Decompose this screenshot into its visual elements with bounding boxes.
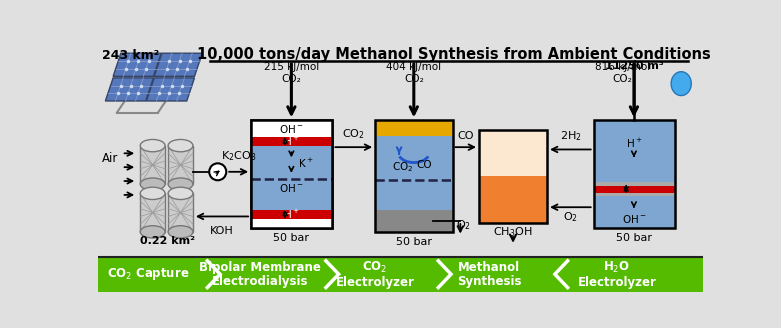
Bar <box>251 146 333 179</box>
Bar <box>168 146 193 184</box>
Text: Bipolar Membrane
Electrodialysis: Bipolar Membrane Electrodialysis <box>199 261 321 288</box>
Text: 11250 m³: 11250 m³ <box>604 61 663 71</box>
Text: K$^+$: K$^+$ <box>298 157 313 170</box>
Text: CO$_2$: CO$_2$ <box>392 160 414 174</box>
Bar <box>375 120 452 232</box>
Text: 50 bar: 50 bar <box>396 237 432 247</box>
Text: 2H$_2$: 2H$_2$ <box>559 130 581 143</box>
Bar <box>479 176 547 223</box>
Polygon shape <box>147 78 194 101</box>
Text: OH$^-$: OH$^-$ <box>279 182 304 194</box>
Bar <box>479 130 547 223</box>
Ellipse shape <box>168 226 193 238</box>
Polygon shape <box>671 72 691 95</box>
Text: KOH: KOH <box>210 226 234 236</box>
Text: 10,000 tons/day Methanol Synthesis from Ambient Conditions: 10,000 tons/day Methanol Synthesis from … <box>198 47 711 62</box>
Text: Air: Air <box>102 152 119 165</box>
Ellipse shape <box>141 187 165 199</box>
Ellipse shape <box>168 178 193 190</box>
Text: H$^+$: H$^+$ <box>283 135 300 148</box>
Bar <box>251 120 333 228</box>
Ellipse shape <box>141 226 165 238</box>
Ellipse shape <box>141 178 165 190</box>
Bar <box>141 194 165 232</box>
Bar <box>251 120 333 137</box>
Text: OH$^-$: OH$^-$ <box>622 213 647 225</box>
Text: 243 km²: 243 km² <box>102 49 159 62</box>
Ellipse shape <box>168 187 193 199</box>
Text: CO: CO <box>417 160 433 170</box>
Text: CH$_3$OH: CH$_3$OH <box>494 225 533 239</box>
Bar <box>594 186 675 193</box>
Text: OH$^-$: OH$^-$ <box>279 123 304 135</box>
Text: CO$_2$ Capture: CO$_2$ Capture <box>107 266 189 282</box>
Text: K$_2$CO$_3$: K$_2$CO$_3$ <box>221 149 256 163</box>
Text: CO: CO <box>458 131 474 141</box>
Text: 215 kJ/mol
CO₂: 215 kJ/mol CO₂ <box>264 62 319 84</box>
Bar <box>168 194 193 232</box>
Bar <box>251 210 333 219</box>
Text: 0.22 km²: 0.22 km² <box>141 236 195 246</box>
Ellipse shape <box>141 139 165 152</box>
Text: CO$_2$: CO$_2$ <box>342 127 365 141</box>
Bar <box>375 135 452 210</box>
Text: H$_2$O
Electrolyzer: H$_2$O Electrolyzer <box>577 260 656 289</box>
Bar <box>251 219 333 228</box>
Text: 816 kJ/mol
CO₂: 816 kJ/mol CO₂ <box>594 62 650 84</box>
Bar <box>251 137 333 146</box>
Text: 404 kJ/mol
CO₂: 404 kJ/mol CO₂ <box>387 62 441 84</box>
Ellipse shape <box>168 139 193 152</box>
Text: Methanol
Synthesis: Methanol Synthesis <box>457 261 521 288</box>
Text: O$_2$: O$_2$ <box>456 218 472 232</box>
Circle shape <box>209 163 226 180</box>
Bar <box>594 120 675 228</box>
Text: H$^+$: H$^+$ <box>283 208 300 221</box>
Bar <box>479 130 547 176</box>
Bar <box>375 210 452 232</box>
Text: 50 bar: 50 bar <box>273 234 309 243</box>
Bar <box>141 146 165 184</box>
Bar <box>98 256 703 292</box>
Text: H$^+$: H$^+$ <box>626 137 642 150</box>
Bar <box>594 120 675 228</box>
Polygon shape <box>154 53 202 76</box>
Text: CO$_2$
Electrolyzer: CO$_2$ Electrolyzer <box>336 260 415 289</box>
Bar <box>375 120 452 135</box>
Bar <box>251 179 333 210</box>
Text: 50 bar: 50 bar <box>616 234 652 243</box>
Polygon shape <box>105 78 153 101</box>
Text: O$_2$: O$_2$ <box>563 210 578 224</box>
Polygon shape <box>113 53 161 76</box>
Bar <box>251 120 333 228</box>
Bar <box>594 182 675 196</box>
